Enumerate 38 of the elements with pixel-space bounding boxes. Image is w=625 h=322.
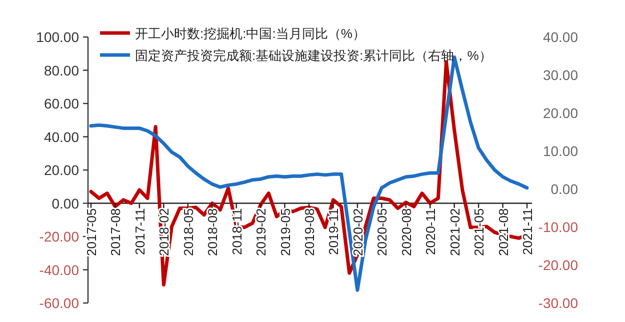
- y2-tick-label: 10.00: [542, 143, 578, 159]
- x-tick-label: 2019-05: [278, 208, 293, 256]
- y-tick-label: 20.00: [44, 162, 80, 178]
- y-tick-label: -20.00: [39, 228, 80, 244]
- x-tick-label: 2019-11: [326, 208, 342, 255]
- x-tick-label: 2020-11: [423, 208, 438, 255]
- y2-tick-label: -10.00: [538, 219, 578, 235]
- x-tick-label: 2018-08: [205, 208, 220, 256]
- y-tick-label: -40.00: [39, 262, 80, 278]
- y-tick-label: 60.00: [44, 96, 80, 112]
- x-tick-label: 2017-05: [84, 208, 99, 256]
- y2-tick-label: -20.00: [538, 257, 578, 273]
- x-tick-label: 2021-02: [447, 208, 462, 256]
- x-tick-label: 2018-11: [229, 208, 244, 255]
- y2-tick-label: 40.00: [542, 29, 578, 45]
- x-tick-label: 2020-02: [350, 208, 366, 256]
- y2-tick-label: 0.00: [550, 181, 578, 197]
- legend-label: 开工小时数:挖掘机:中国:当月同比（%）: [135, 26, 366, 41]
- y-tick-label: 40.00: [44, 128, 80, 145]
- x-tick-label: 2019-08: [302, 208, 317, 256]
- y2-tick-label: -30.00: [538, 295, 578, 311]
- x-tick-label: 2021-05: [472, 208, 487, 256]
- y2-tick-label: 20.00: [542, 105, 578, 121]
- x-tick-label: 2017-11: [132, 208, 148, 255]
- x-tick-label: 2021-11: [520, 208, 535, 255]
- y-tick-label: 80.00: [44, 62, 80, 78]
- x-tick-label: 2018-02: [156, 208, 172, 256]
- x-tick-label: 2021-08: [496, 208, 511, 256]
- x-tick-label: 2020-05: [374, 208, 390, 256]
- y2-tick-label: 30.00: [542, 67, 578, 83]
- y-tick-label: 100.00: [36, 29, 80, 45]
- x-tick-label: 2020-08: [398, 208, 414, 256]
- x-tick-label: 2018-05: [180, 208, 196, 256]
- y-tick-label: -60.00: [39, 295, 80, 311]
- x-tick-label: 2019-02: [254, 208, 269, 256]
- y-tick-label: 0.00: [52, 195, 80, 212]
- legend-label: 固定资产投资完成额:基础设施建设投资:累计同比（右轴，%）: [135, 48, 492, 63]
- x-tick-label: 2017-08: [108, 208, 124, 256]
